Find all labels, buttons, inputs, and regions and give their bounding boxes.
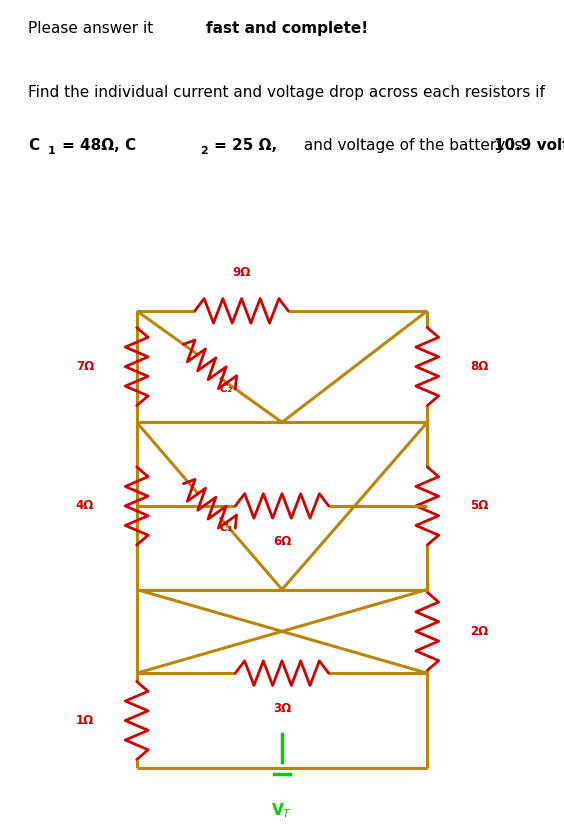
Text: 1: 1 [48, 146, 56, 156]
Text: 5Ω: 5Ω [470, 499, 488, 513]
Text: 7Ω: 7Ω [76, 360, 94, 373]
Text: 3Ω: 3Ω [273, 702, 291, 716]
Text: 4Ω: 4Ω [76, 499, 94, 513]
Text: Find the individual current and voltage drop across each resistors if: Find the individual current and voltage … [28, 85, 545, 100]
Text: 2: 2 [200, 146, 208, 156]
Text: 1Ω: 1Ω [76, 714, 94, 727]
Text: 9Ω: 9Ω [232, 266, 251, 279]
Text: C: C [28, 138, 39, 153]
Text: 6Ω: 6Ω [273, 535, 291, 548]
Text: C₁: C₁ [220, 523, 233, 533]
Text: fast and complete!: fast and complete! [206, 22, 368, 37]
Text: 10.9 volts: 10.9 volts [494, 138, 564, 153]
Text: 8Ω: 8Ω [470, 360, 488, 373]
Text: C₂: C₂ [220, 384, 233, 394]
Text: = 48Ω, C: = 48Ω, C [62, 138, 136, 153]
Text: and voltage of the battery is: and voltage of the battery is [299, 138, 527, 153]
Text: Please answer it: Please answer it [28, 22, 158, 37]
Text: V$_T$: V$_T$ [271, 801, 293, 820]
Text: = 25 Ω,: = 25 Ω, [214, 138, 277, 153]
Text: 2Ω: 2Ω [470, 625, 488, 638]
